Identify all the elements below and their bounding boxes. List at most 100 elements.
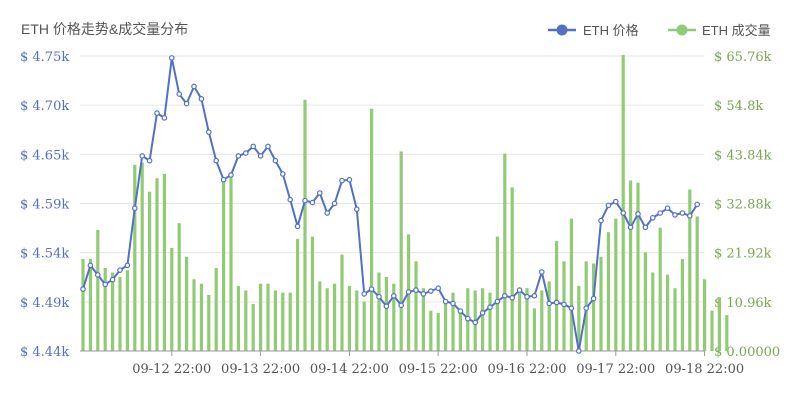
volume-bar: [606, 232, 610, 351]
volume-bar: [399, 151, 403, 351]
price-point: [398, 302, 405, 309]
volume-bar: [251, 303, 255, 351]
price-point: [664, 205, 671, 212]
volume-bar: [370, 108, 374, 351]
price-point: [479, 310, 486, 316]
volume-bar: [266, 283, 270, 351]
volume-bar: [392, 283, 396, 351]
price-point: [250, 143, 257, 150]
volume-bar: [148, 191, 152, 351]
right-axis-tick-label: $ 32.88k: [714, 198, 772, 213]
volume-bar: [310, 236, 314, 351]
price-point: [561, 301, 567, 308]
price-point: [413, 287, 419, 293]
price-point: [390, 293, 397, 299]
volume-bar: [680, 259, 684, 351]
volume-bar: [273, 290, 277, 351]
price-line: [80, 55, 701, 354]
price-point: [612, 198, 619, 205]
price-point: [679, 210, 686, 216]
price-point: [672, 212, 678, 218]
volume-bar: [547, 281, 551, 351]
price-point: [206, 129, 212, 135]
right-axis-tick-label: $ 10.96k: [714, 296, 772, 311]
price-point: [302, 197, 308, 204]
price-point: [294, 223, 301, 230]
price-point: [524, 293, 530, 300]
x-axis-tick-label: 09-18 22:00: [665, 362, 744, 377]
price-point: [620, 210, 627, 216]
left-axis-tick-label: $ 4.49k: [20, 296, 69, 311]
volume-bar: [170, 247, 174, 351]
price-point: [501, 293, 508, 299]
volume-bar: [429, 310, 433, 351]
legend-price-label: ETH 价格: [583, 23, 639, 38]
right-axis-tick-label: $ 65.76k: [714, 50, 772, 65]
volume-bar: [384, 276, 388, 351]
price-point: [213, 157, 220, 164]
price-point: [627, 224, 634, 231]
volume-bar: [88, 259, 92, 351]
volume-bar: [325, 288, 329, 351]
left-axis-tick-label: $ 4.75k: [20, 50, 69, 65]
price-point: [583, 305, 590, 311]
price-point: [598, 217, 604, 224]
volume-bar: [666, 274, 670, 351]
legend-price[interactable]: ETH 价格: [548, 23, 639, 38]
volume-bar: [133, 164, 137, 351]
price-point: [472, 319, 479, 326]
price-point: [257, 153, 264, 159]
price-point: [169, 55, 175, 61]
price-point: [95, 272, 101, 278]
price-point: [80, 286, 86, 292]
volume-bar: [362, 301, 366, 351]
price-point: [649, 214, 656, 221]
volume-bar: [318, 281, 322, 351]
legend-volume[interactable]: ETH 成交量: [668, 23, 771, 38]
left-axis-tick-label: $ 4.65k: [20, 148, 69, 163]
price-point: [538, 269, 545, 275]
price-point: [450, 300, 456, 307]
volume-bar: [510, 187, 514, 351]
left-axis-tick-label: $ 4.44k: [20, 345, 69, 360]
price-point: [361, 291, 368, 297]
volume-bar: [281, 292, 285, 351]
x-axis-tick-label: 09-15 22:00: [399, 362, 478, 377]
price-point: [161, 115, 168, 121]
volume-bar: [155, 178, 159, 351]
price-point: [117, 267, 123, 273]
price-point: [124, 262, 131, 269]
price-point: [109, 276, 116, 283]
volume-bar: [725, 315, 729, 351]
volume-bar: [710, 310, 714, 351]
volume-bar: [481, 288, 485, 351]
volume-bar: [451, 292, 455, 351]
price-point: [442, 298, 449, 305]
x-axis-tick-label: 09-16 22:00: [487, 362, 566, 377]
price-point: [154, 110, 160, 116]
price-point: [235, 153, 242, 159]
x-axis-tick-label: 09-13 22:00: [221, 362, 300, 377]
volume-bar: [436, 312, 440, 351]
price-point: [176, 91, 183, 97]
left-axis-tick-label: $ 4.54k: [20, 247, 69, 262]
volume-bar: [96, 229, 100, 351]
price-point: [487, 304, 493, 311]
volume-bar: [229, 173, 233, 351]
price-point: [324, 210, 331, 216]
price-point: [435, 285, 442, 291]
volume-bar: [244, 290, 248, 351]
volume-bar: [518, 292, 522, 351]
volume-bar: [118, 276, 122, 351]
price-point: [405, 289, 412, 295]
volume-bar: [555, 241, 559, 351]
volume-bar: [140, 162, 144, 351]
volume-bar: [199, 283, 203, 351]
volume-bar: [192, 279, 196, 351]
volume-bar: [703, 279, 707, 351]
volume-bar: [569, 218, 573, 351]
price-point: [509, 294, 516, 301]
price-point: [516, 287, 523, 293]
volume-bar: [488, 292, 492, 351]
legend-price-symbol: [556, 24, 568, 36]
